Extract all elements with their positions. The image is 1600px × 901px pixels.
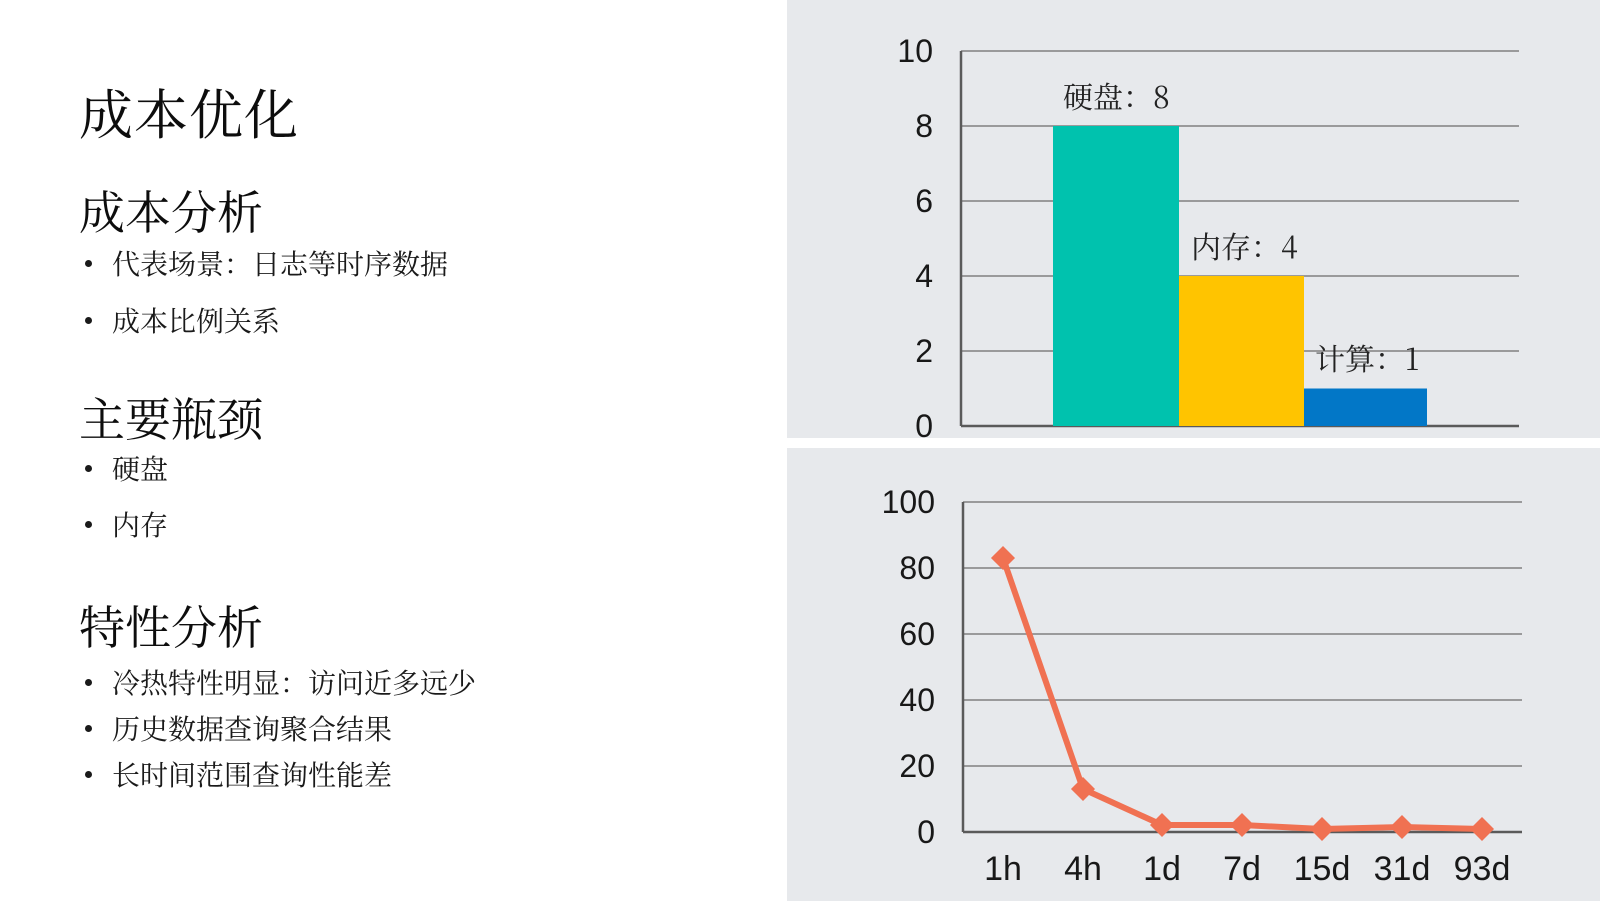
svg-text:20: 20 — [899, 748, 935, 784]
svg-text:4h: 4h — [1064, 850, 1102, 888]
svg-text:7d: 7d — [1223, 850, 1261, 888]
svg-text:0: 0 — [915, 408, 933, 438]
svg-text:40: 40 — [899, 682, 935, 718]
svg-text:31d: 31d — [1374, 850, 1431, 888]
svg-text:1h: 1h — [984, 850, 1022, 888]
svg-text:2: 2 — [915, 333, 933, 369]
svg-text:10: 10 — [897, 33, 933, 69]
svg-text:内存：4: 内存：4 — [1191, 223, 1298, 267]
svg-text:100: 100 — [882, 484, 935, 520]
svg-text:1d: 1d — [1143, 850, 1181, 888]
svg-text:4: 4 — [915, 258, 933, 294]
svg-text:6: 6 — [915, 183, 933, 219]
svg-text:80: 80 — [899, 550, 935, 586]
svg-text:硬盘：8: 硬盘：8 — [1063, 73, 1170, 117]
svg-text:8: 8 — [915, 108, 933, 144]
svg-text:15d: 15d — [1294, 850, 1351, 888]
svg-text:计算：1: 计算：1 — [1315, 335, 1419, 379]
svg-text:0: 0 — [917, 814, 935, 850]
svg-text:60: 60 — [899, 616, 935, 652]
svg-text:93d: 93d — [1454, 850, 1511, 888]
